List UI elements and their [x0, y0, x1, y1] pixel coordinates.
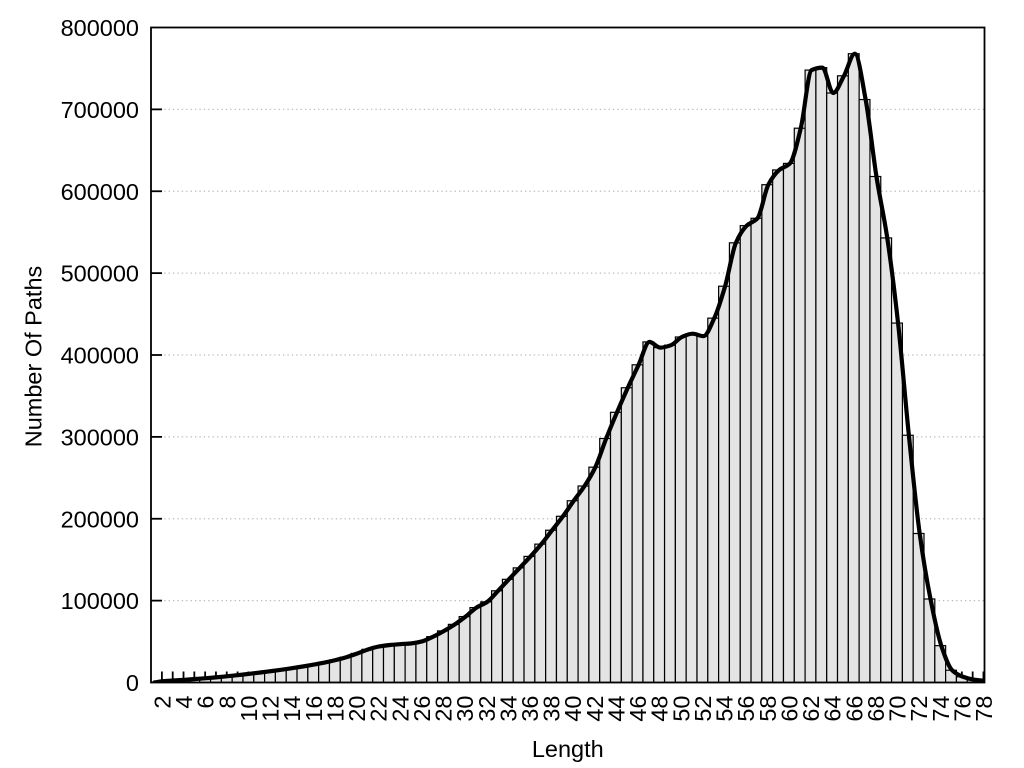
- svg-text:42: 42: [582, 696, 608, 722]
- svg-text:36: 36: [517, 696, 543, 722]
- svg-text:40: 40: [560, 696, 586, 722]
- svg-text:500000: 500000: [61, 261, 139, 287]
- svg-text:100000: 100000: [61, 588, 139, 614]
- svg-text:76: 76: [949, 696, 975, 722]
- svg-text:74: 74: [928, 696, 954, 722]
- svg-text:22: 22: [366, 696, 392, 722]
- svg-text:24: 24: [387, 696, 413, 722]
- svg-text:Number Of Paths: Number Of Paths: [21, 266, 47, 448]
- svg-text:52: 52: [690, 696, 716, 722]
- svg-text:72: 72: [906, 696, 932, 722]
- svg-text:18: 18: [322, 696, 348, 722]
- svg-text:12: 12: [258, 696, 284, 722]
- svg-text:14: 14: [279, 696, 305, 722]
- svg-text:20: 20: [344, 696, 370, 722]
- svg-text:0: 0: [126, 670, 139, 696]
- svg-text:600000: 600000: [61, 179, 139, 205]
- svg-text:300000: 300000: [61, 424, 139, 450]
- svg-text:68: 68: [863, 696, 889, 722]
- svg-text:44: 44: [603, 696, 629, 722]
- svg-text:38: 38: [539, 696, 565, 722]
- svg-text:4: 4: [171, 696, 197, 709]
- svg-text:54: 54: [712, 696, 738, 722]
- svg-text:700000: 700000: [61, 97, 139, 123]
- svg-text:800000: 800000: [61, 15, 139, 41]
- svg-text:56: 56: [733, 696, 759, 722]
- svg-text:200000: 200000: [61, 506, 139, 532]
- svg-text:62: 62: [798, 696, 824, 722]
- svg-text:64: 64: [820, 696, 846, 722]
- svg-text:66: 66: [841, 696, 867, 722]
- svg-text:26: 26: [409, 696, 435, 722]
- svg-text:28: 28: [431, 696, 457, 722]
- svg-text:16: 16: [301, 696, 327, 722]
- svg-text:400000: 400000: [61, 343, 139, 369]
- svg-text:50: 50: [668, 696, 694, 722]
- svg-text:Length: Length: [532, 736, 604, 762]
- svg-text:60: 60: [776, 696, 802, 722]
- svg-text:10: 10: [236, 696, 262, 722]
- svg-text:30: 30: [452, 696, 478, 722]
- svg-text:46: 46: [625, 696, 651, 722]
- svg-text:2: 2: [149, 696, 175, 709]
- svg-text:58: 58: [755, 696, 781, 722]
- svg-text:6: 6: [193, 696, 219, 709]
- svg-text:32: 32: [474, 696, 500, 722]
- svg-text:78: 78: [971, 696, 997, 722]
- svg-text:48: 48: [647, 696, 673, 722]
- svg-text:8: 8: [214, 696, 240, 709]
- svg-text:70: 70: [885, 696, 911, 722]
- svg-text:34: 34: [495, 696, 521, 722]
